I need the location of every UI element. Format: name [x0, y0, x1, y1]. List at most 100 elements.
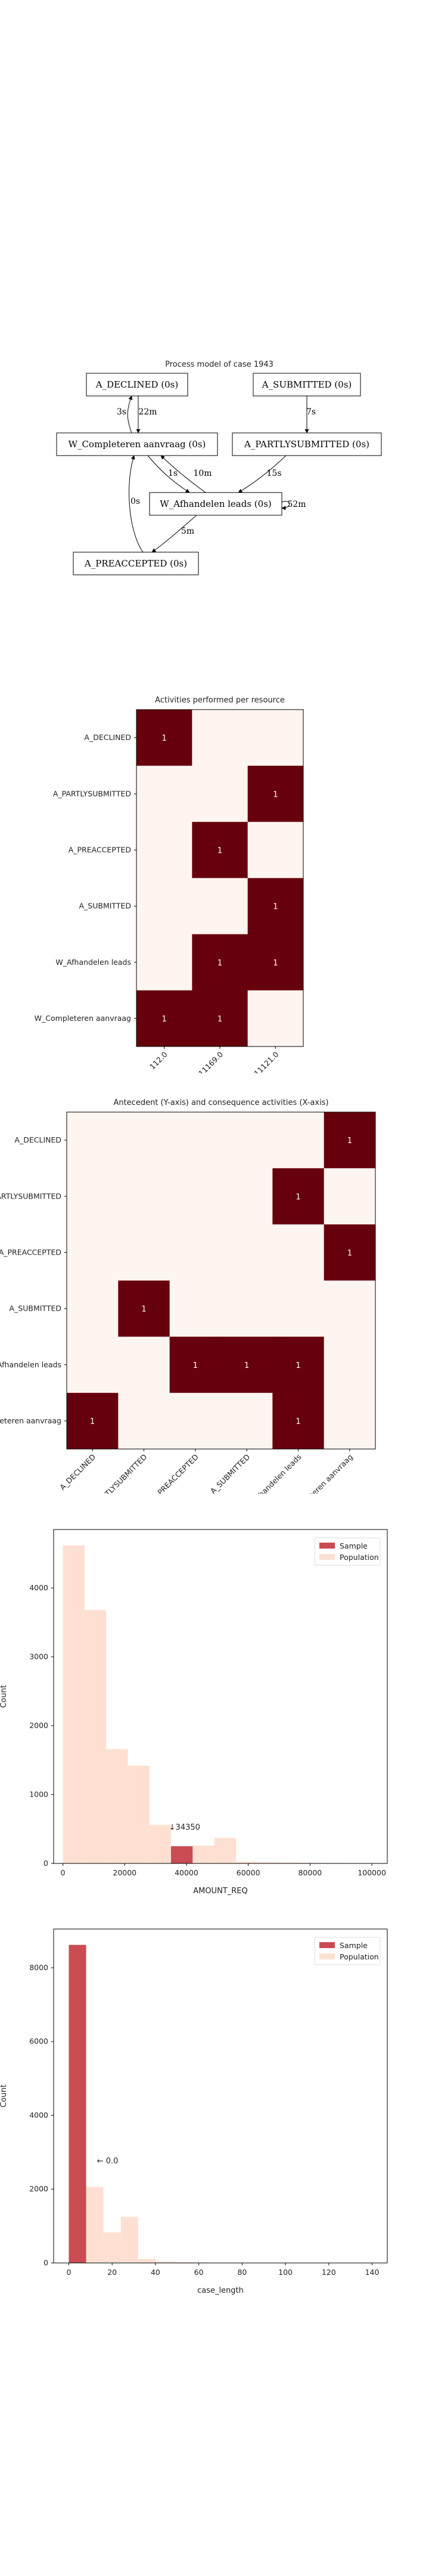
heatmap-cell [67, 1168, 119, 1225]
heatmap-cell [169, 1392, 222, 1450]
heatmap-cell [324, 1392, 376, 1450]
x-tick-label: 80 [237, 2268, 247, 2277]
amount-histogram: 0 20000 40000 60000 80000 100000 0 1000 2000 3000… [0, 1529, 388, 1896]
heatmap-row-label: W_Afhandelen leads [0, 1360, 61, 1369]
process-edge-preaccepted-to-completeren [129, 455, 144, 553]
heatmap-cell [169, 1280, 222, 1337]
heatmap-col-label: A_PREACCEPTED [150, 1453, 200, 1494]
heatmap-row-label: A_PREACCEPTED [69, 845, 131, 854]
heatmap-col-label: 11121.0 [252, 1049, 280, 1073]
population-bar [103, 2232, 121, 2263]
x-tick-label: 0 [61, 1868, 66, 1877]
heatmap-cell [247, 990, 304, 1047]
heatmap-cell [221, 1280, 273, 1337]
process-node-partly [232, 432, 382, 456]
heatmap-cell [136, 878, 192, 935]
heatmap-cell [324, 1336, 376, 1394]
heatmap-cell [136, 822, 192, 878]
y-tick-label: 4000 [29, 1583, 48, 1592]
heatmap-cell [192, 878, 248, 935]
y-tick-label: 4000 [29, 2110, 48, 2119]
x-tick-label: 0 [66, 2268, 71, 2277]
heatmap-cell [247, 878, 304, 935]
y-axis-label: Count [0, 1685, 8, 1708]
legend-sample-swatch [319, 1543, 335, 1549]
x-tick-label: 40000 [175, 1868, 198, 1877]
x-axis-label: AMOUNT_REQ [193, 1887, 248, 1896]
x-tick-label: 140 [365, 2268, 380, 2277]
case-length-histogram: 0 20 40 60 80 100 120 140 0 2000 4000 6000 8000 case_… [0, 1928, 388, 2295]
histogram-frame [53, 1928, 388, 2264]
heatmap-cell [67, 1224, 119, 1281]
population-bar [235, 1862, 258, 1863]
heatmap-cell [221, 1392, 273, 1450]
heatmap-row-label: W_Afhandelen leads [55, 958, 131, 967]
heatmap-cell [118, 1280, 170, 1337]
histogram-frame [53, 1529, 388, 1864]
population-bar [106, 1749, 128, 1863]
heatmap-cell-value: 1 [162, 734, 167, 743]
process-node-completeren [56, 432, 218, 456]
heatmap-cell [136, 710, 192, 766]
heatmap-cell [272, 1392, 325, 1450]
y-tick-label: 8000 [29, 1963, 48, 1972]
heatmap-cell [247, 822, 304, 878]
heatmap-cell [67, 1336, 119, 1394]
heatmap-cell [272, 1336, 325, 1394]
heatmap-cell-value: 1 [273, 790, 278, 799]
heatmap-row-label: A_PARTLYSUBMITTED [53, 789, 131, 798]
heatmap-cell [118, 1168, 170, 1225]
histogram-annotation: ↓34350 [169, 1823, 200, 1832]
population-bar [86, 2187, 104, 2263]
process-model-diagram: Process model of case 1943 3s 22m 7s 1s 10m 1… [56, 360, 382, 575]
heatmap-cell-value: 1 [193, 1361, 198, 1370]
population-bar [173, 2262, 191, 2263]
process-edge-label: 22m [138, 407, 157, 417]
population-bar [138, 2259, 156, 2263]
population-bar [120, 2216, 138, 2263]
heatmap-cell [169, 1336, 222, 1394]
process-node-submitted [253, 373, 361, 397]
x-tick-label: 20 [107, 2268, 117, 2277]
heatmap-cell-value: 1 [244, 1361, 249, 1370]
heatmap-cell [221, 1168, 273, 1225]
heatmap-cell [192, 766, 248, 822]
heatmap-cell [118, 1224, 170, 1281]
y-tick-label: 2000 [29, 2184, 48, 2193]
heatmap-cell [136, 934, 192, 991]
y-tick-label: 2000 [29, 1721, 48, 1730]
process-edge-label: 1s [168, 469, 178, 478]
heatmap-row-label: A_SUBMITTED [79, 902, 131, 911]
transition-heatmap-panel: Antecedent (Y-axis) and consequence acti… [0, 1088, 429, 1527]
heatmap-cell [247, 934, 304, 991]
y-tick-label: 0 [43, 1859, 48, 1868]
heatmap-cell-value: 1 [347, 1249, 352, 1258]
heatmap-row-label: A_PREACCEPTED [0, 1247, 61, 1256]
resource-heatmap-panel: Activities performed per resource 1 1 1 1 1 1 1… [0, 686, 429, 1078]
legend-population-label: Population [340, 1553, 379, 1562]
heatmap-cell [169, 1168, 222, 1225]
heatmap-cell-value: 1 [273, 903, 278, 912]
process-model-panel: Process model of case 1943 3s 22m 7s 1s 10m 1… [0, 352, 429, 590]
heatmap-cell [192, 934, 248, 991]
process-node-declined [86, 373, 188, 397]
heatmap-cell [247, 710, 304, 766]
process-edge-label: 10m [193, 469, 212, 478]
heatmap-cell [118, 1392, 170, 1450]
heatmap-cell-value: 1 [296, 1361, 300, 1370]
heatmap-cell [324, 1280, 376, 1337]
process-node-label-partly: A_PARTLYSUBMITTED (0s) [244, 439, 369, 450]
heatmap-cell-value: 1 [273, 959, 278, 968]
heatmap-col-label: 112.0 [148, 1049, 169, 1071]
histogram-annotation: ← 0.0 [97, 2157, 119, 2166]
process-edge-completeren-to-afhandelen [147, 455, 190, 493]
heatmap-cell-value: 1 [296, 1193, 300, 1202]
heatmap-cell [221, 1336, 273, 1394]
population-bar [192, 1845, 214, 1863]
heatmap-cell [192, 990, 248, 1047]
process-node-preaccepted [73, 552, 199, 575]
heatmap-cell [169, 1224, 222, 1281]
heatmap-cell [272, 1280, 325, 1337]
heatmap-cell-value: 1 [162, 1015, 167, 1024]
